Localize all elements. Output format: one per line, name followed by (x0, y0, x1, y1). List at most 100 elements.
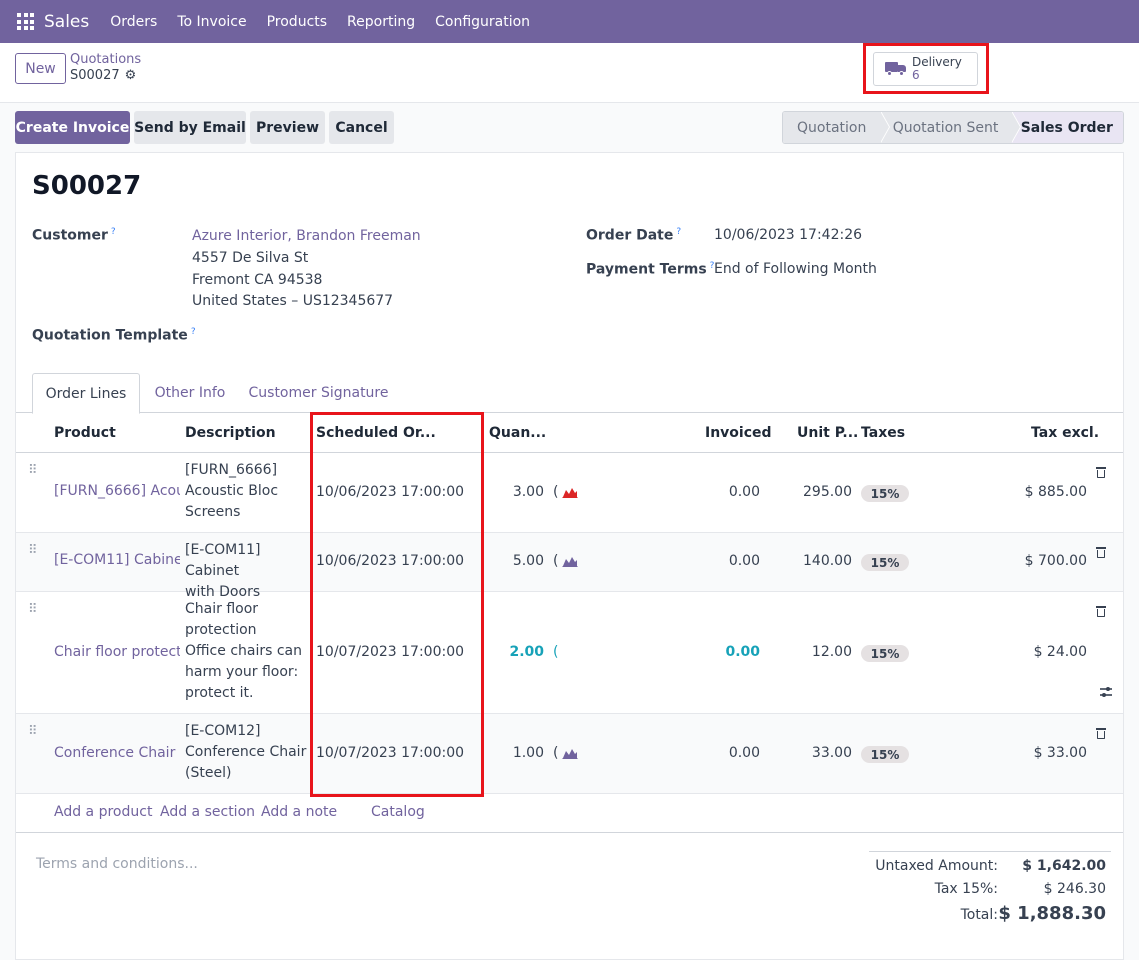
trash-icon[interactable] (1096, 728, 1106, 739)
line-product[interactable]: Conference Chair (54, 745, 176, 761)
notebook-tabs: Order Lines Other Info Customer Signatur… (16, 373, 1123, 414)
menu-orders[interactable]: Orders (110, 13, 158, 30)
tax-label: Tax 15%: (934, 881, 998, 897)
catalog-link[interactable]: Catalog (371, 804, 425, 820)
stage-sales-order[interactable]: Sales Order (1010, 112, 1123, 143)
tax-badge[interactable]: 15% (861, 554, 909, 571)
table-row[interactable]: ⠿ [FURN_6666] Acoustic Bloc Screens [FUR… (16, 453, 1123, 533)
tab-order-lines[interactable]: Order Lines (32, 373, 140, 414)
app-name[interactable]: Sales (44, 11, 90, 32)
col-unit-price[interactable]: Unit P... (797, 425, 859, 441)
customer-field[interactable]: Azure Interior, Brandon Freeman (192, 228, 421, 244)
col-product[interactable]: Product (54, 425, 116, 441)
line-scheduled-date[interactable]: 10/06/2023 17:00:00 (316, 553, 465, 569)
drag-handle-icon[interactable]: ⠿ (28, 602, 37, 617)
stage-quotation-sent-label: Quotation Sent (892, 119, 999, 136)
order-date-field[interactable]: 10/06/2023 17:42:26 (714, 227, 863, 243)
line-scheduled-date[interactable]: 10/06/2023 17:00:00 (316, 484, 465, 500)
line-scheduled-date[interactable]: 10/07/2023 17:00:00 (316, 644, 465, 660)
line-description[interactable]: [E-COM11] Cabinet with Doors (185, 542, 261, 600)
line-product[interactable]: [FURN_6666] Acoustic Bloc Screens (54, 483, 180, 499)
quotation-template-label: Quotation Template? (32, 327, 196, 344)
delivery-smart-button[interactable]: Delivery 6 (873, 52, 978, 86)
line-description[interactable]: [E-COM12] Conference Chair (Steel) (185, 723, 307, 781)
control-panel: New Quotations S00027 ⚙ Delivery 6 (0, 43, 1139, 103)
tab-other-info[interactable]: Other Info (154, 385, 226, 401)
line-product[interactable]: Chair floor protection (54, 644, 180, 660)
preview-button[interactable]: Preview (250, 111, 325, 144)
trash-icon[interactable] (1096, 547, 1106, 558)
table-row[interactable]: ⠿ Conference Chair [E-COM12] Conference … (16, 714, 1123, 794)
create-invoice-button[interactable]: Create Invoice (15, 111, 130, 144)
line-quantity[interactable]: 3.00 (512, 484, 544, 500)
menu-reporting[interactable]: Reporting (347, 13, 416, 30)
line-quantity[interactable]: 5.00 (512, 553, 544, 569)
order-title: S00027 (32, 171, 142, 201)
tax-badge[interactable]: 15% (861, 746, 909, 763)
line-subtotal: $ 24.00 (1033, 644, 1087, 660)
optional-columns-icon[interactable] (1099, 685, 1113, 699)
payment-terms-field[interactable]: End of Following Month (714, 261, 877, 277)
customer-address-line2: Fremont CA 94538 (192, 272, 323, 288)
line-unit-price[interactable]: 33.00 (811, 745, 852, 761)
delivery-count: 6 (912, 68, 920, 82)
drag-handle-icon[interactable]: ⠿ (28, 724, 37, 739)
breadcrumb-current: S00027 ⚙ (70, 68, 136, 83)
line-invoiced: 0.00 (728, 745, 760, 761)
trash-icon[interactable] (1096, 467, 1106, 478)
line-description[interactable]: Chair floor protection Office chairs can… (185, 601, 303, 701)
tax-badge[interactable]: 15% (861, 485, 909, 502)
line-scheduled-date[interactable]: 10/07/2023 17:00:00 (316, 745, 465, 761)
forecast-chart-icon[interactable] (562, 486, 578, 498)
line-product[interactable]: [E-COM11] Cabinet with Doors (54, 552, 180, 568)
tax-badge[interactable]: 15% (861, 645, 909, 662)
order-lines-header: Product Description Scheduled Or... Quan… (16, 413, 1123, 697)
customer-address-line3: United States – US12345677 (192, 293, 394, 309)
send-by-email-button[interactable]: Send by Email (134, 111, 246, 144)
line-unit-price[interactable]: 12.00 (811, 644, 852, 660)
gear-icon[interactable]: ⚙ (124, 68, 137, 83)
total-label: Total: (960, 907, 998, 923)
trash-icon[interactable] (1096, 606, 1106, 617)
drag-handle-icon[interactable]: ⠿ (28, 463, 37, 478)
line-quantity[interactable]: 1.00 (512, 745, 544, 761)
customer-label: Customer? (32, 227, 116, 244)
add-section-link[interactable]: Add a section (160, 804, 256, 820)
line-unit-price[interactable]: 295.00 (803, 484, 852, 500)
new-button[interactable]: New (15, 53, 66, 84)
forecast-chart-icon[interactable] (562, 555, 578, 567)
cancel-button[interactable]: Cancel (329, 111, 394, 144)
col-description[interactable]: Description (185, 425, 276, 441)
col-scheduled-date[interactable]: Scheduled Or... (316, 425, 436, 441)
truck-icon (885, 62, 907, 76)
col-quantity[interactable]: Quan... (489, 425, 547, 441)
line-description[interactable]: [FURN_6666] Acoustic Bloc Screens (185, 462, 279, 520)
totals-divider (869, 851, 1111, 852)
breadcrumb-quotations[interactable]: Quotations (70, 52, 142, 67)
table-row[interactable]: ⠿ Chair floor protection Chair floor pro… (16, 592, 1123, 714)
table-row[interactable]: ⠿ [E-COM11] Cabinet with Doors [E-COM11]… (16, 533, 1123, 600)
tax-value: $ 246.30 (1043, 881, 1106, 897)
line-invoiced: 0.00 (725, 644, 760, 660)
terms-and-conditions-input[interactable]: Terms and conditions... (36, 856, 198, 872)
col-invoiced[interactable]: Invoiced (705, 425, 772, 441)
forecast-chart-icon[interactable] (562, 747, 578, 759)
add-line-controls: Add a product Add a section Add a note C… (16, 793, 1123, 833)
col-taxes[interactable]: Taxes (861, 425, 906, 441)
add-product-link[interactable]: Add a product (54, 804, 153, 820)
menu-configuration[interactable]: Configuration (435, 13, 531, 30)
line-unit-price[interactable]: 140.00 (803, 553, 852, 569)
menu-products[interactable]: Products (266, 13, 328, 30)
line-quantity[interactable]: 2.00 (509, 644, 544, 660)
stage-sales-order-label: Sales Order (1020, 119, 1113, 136)
drag-handle-icon[interactable]: ⠿ (28, 543, 37, 558)
add-note-link[interactable]: Add a note (261, 804, 338, 820)
line-subtotal: $ 700.00 (1024, 553, 1087, 569)
stage-quotation[interactable]: Quotation (783, 112, 891, 143)
tab-customer-signature[interactable]: Customer Signature (248, 385, 389, 401)
stage-quotation-sent[interactable]: Quotation Sent (880, 112, 1021, 143)
status-bar: Quotation Quotation Sent Sales Order (782, 111, 1124, 144)
apps-grid-icon[interactable] (17, 13, 34, 30)
menu-to-invoice[interactable]: To Invoice (177, 13, 247, 30)
col-tax-excl[interactable]: Tax excl. (1031, 425, 1100, 441)
